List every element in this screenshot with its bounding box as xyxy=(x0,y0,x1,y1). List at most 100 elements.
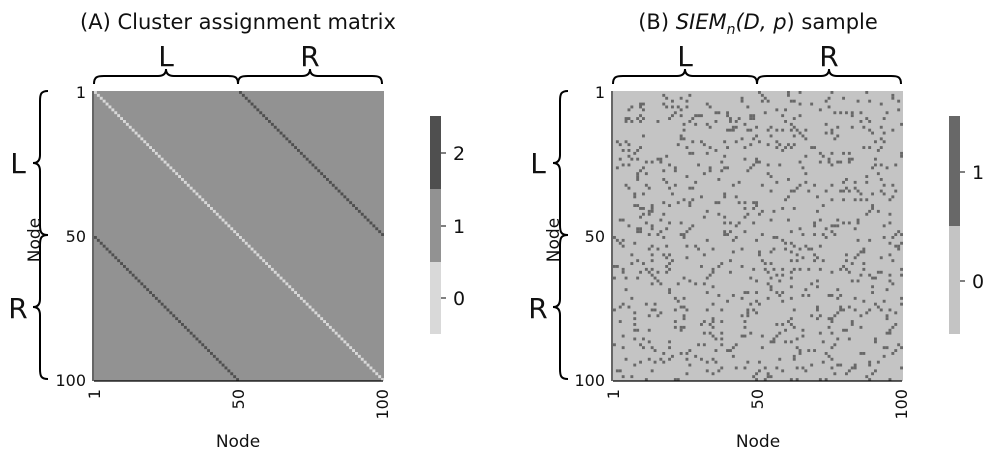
heatmap-cell-edge xyxy=(847,305,851,309)
heatmap-cell-edge xyxy=(868,146,872,149)
heatmap-cell-edge xyxy=(734,236,738,239)
heatmap-cell-edge xyxy=(708,105,712,109)
heatmap-cell-edge xyxy=(729,120,732,123)
heatmap-cell-edge xyxy=(659,230,663,234)
heatmap-cell-edge xyxy=(624,288,628,292)
heatmap-cell-edge xyxy=(769,285,773,289)
heatmap-cell-edge xyxy=(795,346,799,350)
heatmap-cell-diagonal xyxy=(230,227,234,231)
heatmap-cell-edge xyxy=(642,108,645,112)
heatmap-cell-edge xyxy=(778,163,782,167)
heatmap-cell-edge xyxy=(859,325,863,329)
heatmap-cell-edge xyxy=(717,294,721,297)
heatmap-cell-edge xyxy=(871,276,874,280)
heatmap-cell-diagonal xyxy=(204,201,208,205)
heatmap-cell-edge xyxy=(618,241,622,245)
heatmap-cell-background xyxy=(613,91,903,381)
heatmap-cell-edge xyxy=(682,317,686,321)
heatmap-cell-edge xyxy=(636,259,640,263)
heatmap-cell-cross xyxy=(186,328,190,332)
heatmap-cell-edge xyxy=(795,259,799,263)
heatmap-cell-edge xyxy=(717,201,721,205)
heatmap-cell-edge xyxy=(740,334,744,338)
heatmap-cell-edge xyxy=(697,114,700,118)
heatmap-cell-edge xyxy=(647,328,651,332)
heatmap-cell-edge xyxy=(702,320,706,323)
heatmap-cell-edge xyxy=(868,99,872,103)
heatmap-cell-edge xyxy=(778,357,782,361)
heatmap-cell-edge xyxy=(789,146,793,149)
heatmap-cell-edge xyxy=(810,146,814,149)
heatmap-cell-edge xyxy=(647,212,651,216)
heatmap-cell-edge xyxy=(723,140,727,144)
heatmap-cell-edge xyxy=(627,305,631,309)
heatmap-cell-edge xyxy=(853,256,857,260)
heatmap-cell-edge xyxy=(624,117,628,120)
heatmap-cell-cross xyxy=(311,163,315,167)
heatmap-cell-cross xyxy=(279,131,283,135)
heatmap-cell-cross xyxy=(326,178,329,181)
heatmap-cell-edge xyxy=(723,230,727,234)
heatmap-cell-diagonal xyxy=(212,209,216,213)
heatmap-cell-edge xyxy=(891,325,895,329)
heatmap-cell-cross xyxy=(230,372,234,376)
heatmap-cell-edge xyxy=(624,357,628,361)
heatmap-cell-edge xyxy=(729,221,732,225)
heatmap-cell-diagonal xyxy=(279,276,283,280)
heatmap-cell-edge xyxy=(688,204,692,207)
heatmap-cell-edge xyxy=(755,201,758,205)
heatmap-cell-cross xyxy=(273,125,277,129)
heatmap-cell-edge xyxy=(888,279,892,283)
heatmap-cell-edge xyxy=(810,247,814,251)
heatmap-cell-cross xyxy=(149,291,152,294)
heatmap-cell-edge xyxy=(749,276,753,280)
heatmap-cell-diagonal xyxy=(285,282,289,286)
heatmap-cell-edge xyxy=(850,279,854,283)
heatmap-cell-cross xyxy=(96,238,100,242)
heatmap-cell-edge xyxy=(691,117,695,120)
heatmap-cell-edge xyxy=(633,337,637,341)
heatmap-cell-diagonal xyxy=(366,363,370,367)
heatmap-cell-edge xyxy=(882,224,886,228)
heatmap-cell-edge xyxy=(760,233,764,236)
heatmap-cell-edge xyxy=(737,221,741,225)
heatmap-cell-cross xyxy=(299,151,303,155)
heatmap-cell-edge xyxy=(847,189,851,193)
heatmap-cell-cross xyxy=(189,331,193,335)
heatmap-cell-edge xyxy=(766,172,770,176)
heatmap-cell-diagonal xyxy=(207,204,210,207)
heatmap-cell-edge xyxy=(865,375,869,379)
heatmap-cell-edge xyxy=(688,227,692,231)
heatmap-cell-edge xyxy=(729,230,732,234)
heatmap-cell-edge xyxy=(653,308,657,312)
heatmap-cell-edge xyxy=(897,99,901,103)
heatmap-cell-edge xyxy=(749,302,753,306)
heatmap-cell-edge xyxy=(830,224,834,228)
heatmap-cell-diagonal xyxy=(224,221,228,225)
heatmap-cell-edge xyxy=(763,366,767,370)
heatmap-cell-edge xyxy=(763,96,767,100)
heatmap-cell-edge xyxy=(685,230,689,234)
heatmap-cell-edge xyxy=(824,378,828,381)
heatmap-cell-edge xyxy=(752,114,756,118)
heatmap-cell-edge xyxy=(755,291,758,294)
heatmap-cell-diagonal xyxy=(244,241,248,245)
heatmap-cell-edge xyxy=(740,265,744,268)
heatmap-cell-edge xyxy=(801,233,805,236)
heatmap-cell-edge xyxy=(723,166,727,170)
heatmap-cell-edge xyxy=(862,247,866,251)
heatmap-cell-edge xyxy=(743,157,747,161)
heatmap-cell-diagonal xyxy=(299,296,303,300)
heatmap-cell-edge xyxy=(639,343,642,347)
heatmap-cell-edge xyxy=(694,114,698,118)
panel-b-top-brace-l xyxy=(612,68,758,85)
heatmap-cell-edge xyxy=(752,207,756,210)
heatmap-cell-edge xyxy=(856,218,860,222)
heatmap-cell-diagonal xyxy=(210,207,213,210)
heatmap-cell-cross xyxy=(256,108,260,112)
heatmap-cell-edge xyxy=(714,360,718,364)
heatmap-cell-edge xyxy=(723,221,727,225)
heatmap-cell-edge xyxy=(644,172,648,176)
heatmap-cell-edge xyxy=(888,253,892,257)
heatmap-cell-edge xyxy=(871,291,874,294)
